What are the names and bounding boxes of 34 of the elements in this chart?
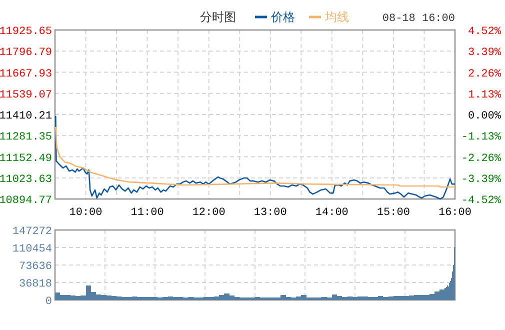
y2-tick-label: 1.13%: [468, 89, 502, 102]
x-tick-label: 15:00: [376, 207, 410, 219]
y-tick-label: 11539.07: [0, 89, 52, 102]
y-tick-label: 147272: [12, 226, 52, 238]
y-tick-label: 11152.49: [0, 152, 52, 165]
legend-label: 均线: [324, 10, 349, 24]
y2-tick-label: -4.52%: [461, 195, 502, 207]
x-tick-label: 12:00: [192, 207, 226, 219]
y2-tick-label: -2.26%: [461, 152, 502, 165]
x-tick-label: 13:00: [254, 207, 287, 219]
y-tick-label: 11925.65: [0, 26, 52, 38]
y2-tick-label: -1.13%: [461, 132, 502, 144]
y2-tick-label: 3.39%: [468, 47, 502, 60]
y-tick-label: 11667.93: [0, 68, 52, 80]
y-tick-label: 110454: [12, 244, 52, 256]
y-tick-label: 11023.63: [0, 174, 52, 186]
y2-tick-label: -3.39%: [461, 174, 502, 186]
y-tick-label: 11410.21: [0, 110, 52, 122]
y-tick-label: 10894.77: [0, 195, 52, 207]
legend-label: 价格: [270, 10, 295, 24]
y-tick-label: 36818: [18, 278, 52, 290]
y-tick-label: 0: [45, 296, 52, 308]
y2-tick-label: 4.52%: [468, 26, 502, 38]
text: 08-18 16:00: [382, 13, 455, 25]
x-tick-label: 16:00: [438, 207, 472, 219]
x-tick-label: 11:00: [130, 207, 164, 219]
y-tick-label: 11796.79: [0, 47, 52, 60]
y2-tick-label: 0.00%: [468, 110, 502, 122]
y2-tick-label: 2.26%: [468, 68, 502, 80]
y-tick-label: 73636: [18, 261, 52, 273]
x-tick-label: 14:00: [315, 207, 348, 219]
chart-title: 分时图: [200, 10, 236, 24]
y-tick-label: 11281.35: [0, 132, 52, 144]
x-tick-label: 10:00: [69, 207, 102, 219]
